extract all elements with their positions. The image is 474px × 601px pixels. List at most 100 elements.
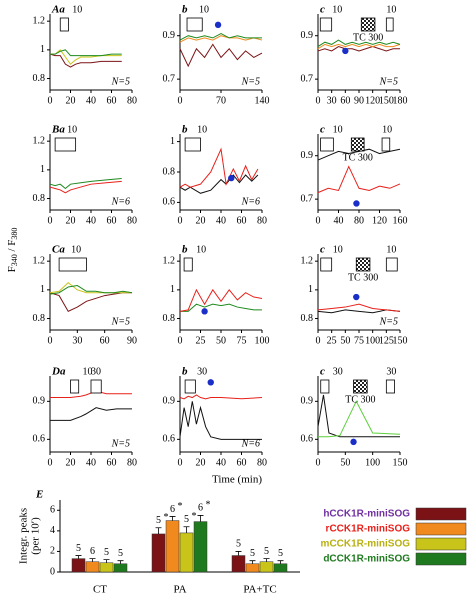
stimulus-label: 10 — [196, 244, 206, 255]
x-tick-label: 40 — [86, 215, 96, 226]
bar — [193, 521, 208, 573]
x-tick-label: 100 — [255, 335, 270, 346]
panel-label: c — [320, 4, 325, 16]
legend-swatch — [415, 537, 467, 551]
y-tick-label: 0.9 — [163, 396, 176, 407]
x-tick-label: PA+TC — [243, 584, 276, 596]
error-bar — [249, 560, 256, 564]
y-tick-label: 0.7 — [301, 193, 314, 204]
trace — [49, 285, 133, 295]
y-tick-label: 0.6 — [163, 434, 176, 445]
x-tick-label: 60 — [237, 457, 247, 468]
stimulus-box — [320, 379, 330, 394]
stimulus-box — [360, 17, 376, 32]
bar — [99, 562, 114, 573]
y-tick-label: 0.6 — [301, 434, 314, 445]
stimulus-label: 10 — [197, 124, 207, 135]
x-tick-label: 80 — [127, 457, 137, 468]
trace — [179, 174, 259, 194]
y-tick-label: 0 — [50, 566, 55, 577]
y-tick-label: 0.7 — [163, 73, 176, 84]
stimulus-box — [385, 17, 394, 32]
light-marker — [342, 47, 349, 55]
error-bar — [197, 515, 204, 522]
trace — [50, 390, 132, 399]
x-tick-label: 25 — [196, 335, 206, 346]
y-tick-label: 0.6 — [163, 197, 176, 208]
x-tick-label: 0 — [178, 335, 183, 346]
x-tick-label: 0 — [178, 457, 183, 468]
x-tick-label: 100 — [365, 457, 380, 468]
error-bar — [155, 527, 162, 534]
trace — [179, 147, 259, 188]
stimulus-box — [54, 137, 77, 152]
n-label: 5 — [184, 514, 189, 525]
stimulus-label: 30 — [333, 366, 343, 377]
x-tick-label: 140 — [255, 95, 270, 106]
y-tick-label: 1 — [170, 136, 175, 147]
x-tick-label: 50 — [340, 457, 350, 468]
stimulus-box — [355, 257, 371, 272]
y-tick-label: 0.6 — [33, 434, 46, 445]
stimulus-box — [183, 257, 193, 272]
n-label: N=5 — [111, 76, 130, 87]
stimulus-label: TC 300 — [345, 394, 375, 405]
stimulus-box — [353, 379, 368, 394]
x-tick-label: 0 — [316, 95, 321, 106]
y-axis-label: F340 / F380 — [6, 228, 19, 273]
stimulus-label: 10 — [332, 4, 342, 15]
x-tick-label: 40 — [216, 457, 226, 468]
light-marker — [353, 293, 360, 301]
n-label: N=5 — [379, 76, 398, 87]
trace — [179, 32, 262, 41]
legend-label: dCCK1R-miniSOG — [323, 554, 410, 565]
stimulus-box — [385, 257, 398, 272]
stimulus-box — [90, 379, 102, 394]
stimulus-box — [381, 137, 391, 152]
stimulus-label: TC 300 — [343, 152, 373, 163]
y-label-part: / F — [6, 240, 18, 255]
panel-label: E — [35, 489, 43, 501]
y-tick-label: 0.8 — [33, 73, 46, 84]
panel-label: c — [320, 366, 325, 378]
bar — [179, 532, 194, 573]
x-tick-label: CT — [93, 584, 107, 596]
n-label: 5 — [156, 515, 161, 526]
light-marker — [353, 200, 360, 207]
panel-label: c — [320, 244, 325, 256]
x-tick-label: 60 — [107, 95, 117, 106]
x-tick-label: 100 — [365, 335, 380, 346]
y-tick-label: 0.9 — [33, 396, 46, 407]
trace — [318, 400, 401, 438]
trace — [317, 394, 400, 438]
error-bar — [75, 555, 82, 559]
x-tick-label: 160 — [393, 215, 408, 226]
y-label-sub: 340 — [10, 254, 19, 266]
y-axis-label: (per 10′) — [30, 517, 42, 555]
panel-label: b — [182, 4, 188, 16]
x-tick-label: 0 — [316, 335, 321, 346]
bar — [245, 563, 260, 573]
error-bar — [183, 526, 190, 533]
panel-label: b — [182, 366, 188, 378]
n-label: N=5 — [241, 76, 260, 87]
stimulus-label: 30 — [197, 366, 207, 377]
y-tick-label: 1.2 — [163, 255, 176, 266]
light-marker — [228, 174, 235, 182]
x-tick-label: 0 — [316, 215, 321, 226]
x-tick-label: 150 — [393, 335, 408, 346]
n-label: N=6 — [241, 438, 260, 449]
stimulus-label: 10 — [333, 244, 343, 255]
bar — [113, 563, 128, 573]
y-tick-label: 0.8 — [33, 313, 46, 324]
x-tick-label: 0 — [48, 215, 53, 226]
trace — [50, 49, 122, 57]
y-tick-label: 6 — [50, 505, 55, 516]
x-tick-label: 0 — [178, 215, 183, 226]
y-tick-label: 1.2 — [33, 135, 46, 146]
significance: * — [192, 511, 197, 522]
x-tick-label: 80 — [127, 215, 137, 226]
stimulus-label: 10 — [382, 124, 392, 135]
x-tick-label: 75 — [354, 335, 364, 346]
